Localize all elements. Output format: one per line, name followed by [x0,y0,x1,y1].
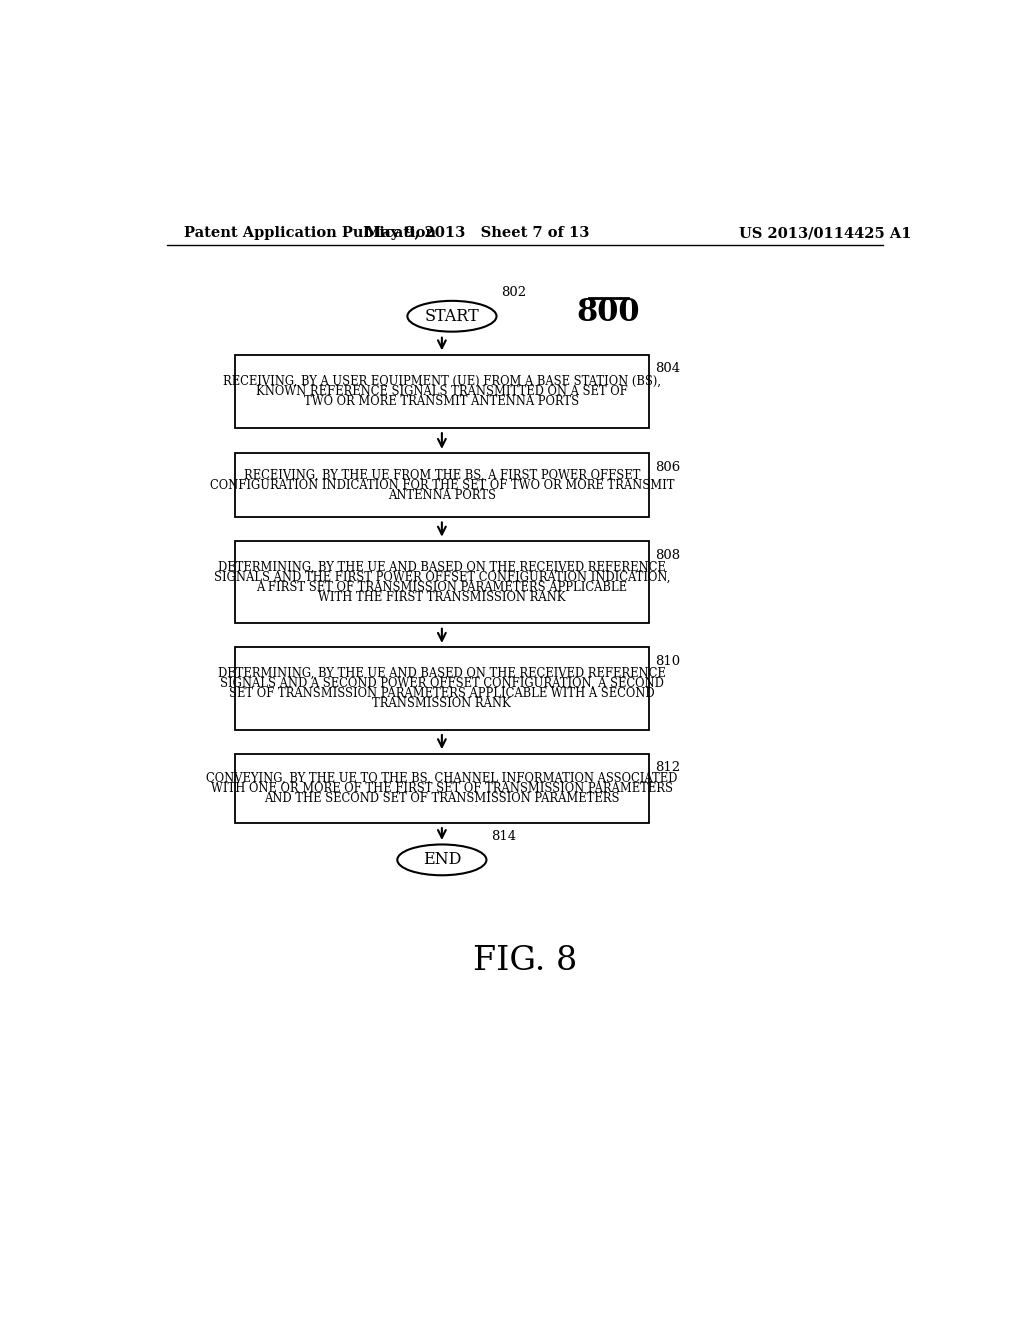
Text: 814: 814 [492,830,516,843]
FancyBboxPatch shape [234,754,649,822]
Text: TWO OR MORE TRANSMIT ANTENNA PORTS: TWO OR MORE TRANSMIT ANTENNA PORTS [304,395,580,408]
Text: DETERMINING, BY THE UE AND BASED ON THE RECEIVED REFERENCE: DETERMINING, BY THE UE AND BASED ON THE … [218,561,666,574]
Text: 804: 804 [655,363,680,375]
Text: END: END [423,851,461,869]
Text: US 2013/0114425 A1: US 2013/0114425 A1 [739,226,911,240]
Text: WITH THE FIRST TRANSMISSION RANK: WITH THE FIRST TRANSMISSION RANK [318,590,565,603]
Text: May 9, 2013   Sheet 7 of 13: May 9, 2013 Sheet 7 of 13 [365,226,589,240]
Text: 800: 800 [577,297,640,327]
Text: AND THE SECOND SET OF TRANSMISSION PARAMETERS: AND THE SECOND SET OF TRANSMISSION PARAM… [264,792,620,805]
Text: 810: 810 [655,655,680,668]
Text: A FIRST SET OF TRANSMISSION PARAMETERS APPLICABLE: A FIRST SET OF TRANSMISSION PARAMETERS A… [256,581,628,594]
Text: CONFIGURATION INDICATION FOR THE SET OF TWO OR MORE TRANSMIT: CONFIGURATION INDICATION FOR THE SET OF … [210,479,674,492]
Text: DETERMINING, BY THE UE AND BASED ON THE RECEIVED REFERENCE: DETERMINING, BY THE UE AND BASED ON THE … [218,667,666,680]
Text: SIGNALS AND A SECOND POWER OFFSET CONFIGURATION, A SECOND: SIGNALS AND A SECOND POWER OFFSET CONFIG… [220,677,664,690]
FancyBboxPatch shape [234,355,649,428]
Ellipse shape [408,301,497,331]
Text: RECEIVING, BY A USER EQUIPMENT (UE) FROM A BASE STATION (BS),: RECEIVING, BY A USER EQUIPMENT (UE) FROM… [223,375,660,388]
Text: TRANSMISSION RANK: TRANSMISSION RANK [373,697,511,710]
Text: KNOWN REFERENCE SIGNALS TRANSMITTED ON A SET OF: KNOWN REFERENCE SIGNALS TRANSMITTED ON A… [256,385,628,397]
Text: Patent Application Publication: Patent Application Publication [183,226,436,240]
Text: WITH ONE OR MORE OF THE FIRST SET OF TRANSMISSION PARAMETERS: WITH ONE OR MORE OF THE FIRST SET OF TRA… [211,781,673,795]
Text: CONVEYING, BY THE UE TO THE BS, CHANNEL INFORMATION ASSOCIATED: CONVEYING, BY THE UE TO THE BS, CHANNEL … [206,772,678,785]
FancyBboxPatch shape [234,647,649,730]
Text: ANTENNA PORTS: ANTENNA PORTS [388,488,496,502]
Text: RECEIVING, BY THE UE FROM THE BS, A FIRST POWER OFFSET: RECEIVING, BY THE UE FROM THE BS, A FIRS… [244,469,640,482]
Text: 812: 812 [655,762,680,775]
Text: FIG. 8: FIG. 8 [473,945,577,977]
Text: SET OF TRANSMISSION PARAMETERS APPLICABLE WITH A SECOND: SET OF TRANSMISSION PARAMETERS APPLICABL… [229,686,654,700]
Text: START: START [425,308,479,325]
FancyBboxPatch shape [234,541,649,623]
Text: 808: 808 [655,549,680,562]
FancyBboxPatch shape [234,453,649,517]
Text: 806: 806 [655,461,680,474]
Ellipse shape [397,845,486,875]
Text: 802: 802 [501,286,526,300]
Text: SIGNALS AND THE FIRST POWER OFFSET CONFIGURATION INDICATION,: SIGNALS AND THE FIRST POWER OFFSET CONFI… [214,570,670,583]
